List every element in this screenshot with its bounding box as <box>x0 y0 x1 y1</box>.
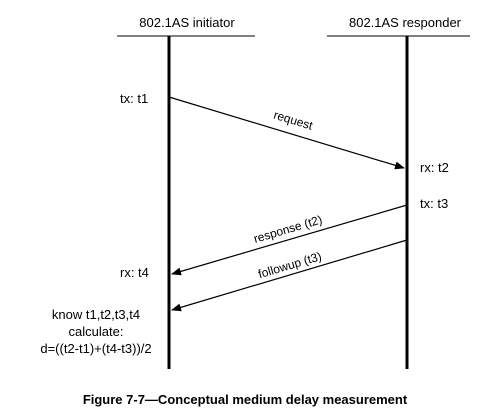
event-rx-t4: rx: t4 <box>120 265 149 280</box>
event-rx-t2: rx: t2 <box>420 160 449 175</box>
response-arrow <box>171 204 408 276</box>
request-arrow <box>168 96 405 170</box>
note-line-3: d=((t2-t1)+(t4-t3))/2 <box>40 341 151 356</box>
event-tx-t1: tx: t1 <box>120 91 148 106</box>
followup-label: followup (t3) <box>257 249 324 281</box>
response-label: response (t2) <box>252 212 324 245</box>
note-line-2: calculate: <box>69 324 124 339</box>
followup-arrow <box>171 239 408 312</box>
note-line-1: know t1,t2,t3,t4 <box>52 307 140 322</box>
request-label: request <box>272 108 315 133</box>
figure-caption: Figure 7-7—Conceptual medium delay measu… <box>83 392 408 407</box>
event-tx-t3: tx: t3 <box>420 196 448 211</box>
initiator-lifeline-title: 802.1AS initiator <box>139 15 235 30</box>
responder-lifeline-title: 802.1AS responder <box>349 15 462 30</box>
